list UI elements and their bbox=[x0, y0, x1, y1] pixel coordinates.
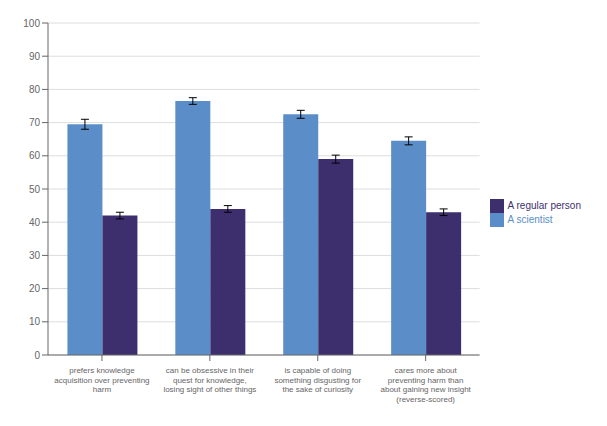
svg-text:0: 0 bbox=[34, 350, 40, 361]
svg-text:cares more aboutpreventing har: cares more aboutpreventing harm thanabou… bbox=[381, 366, 472, 404]
svg-text:80: 80 bbox=[29, 84, 41, 95]
svg-text:can be obsessive in theirquest: can be obsessive in theirquest for knowl… bbox=[163, 366, 256, 394]
svg-text:40: 40 bbox=[29, 217, 41, 228]
svg-text:30: 30 bbox=[29, 250, 41, 261]
svg-text:90: 90 bbox=[29, 51, 41, 62]
svg-text:10: 10 bbox=[29, 316, 41, 327]
svg-text:50: 50 bbox=[29, 184, 41, 195]
svg-text:70: 70 bbox=[29, 117, 41, 128]
svg-text:60: 60 bbox=[29, 150, 41, 161]
svg-text:20: 20 bbox=[29, 283, 41, 294]
html-text:A scientist: A scientist bbox=[507, 213, 553, 225]
html-text:A regular person: A regular person bbox=[507, 199, 581, 211]
svg-text:prefers knowledgeacquisition o: prefers knowledgeacquisition over preven… bbox=[54, 366, 149, 394]
svg-text:100: 100 bbox=[23, 18, 40, 29]
svg-text:is capable of doingsomething d: is capable of doingsomething disgusting … bbox=[274, 366, 361, 394]
